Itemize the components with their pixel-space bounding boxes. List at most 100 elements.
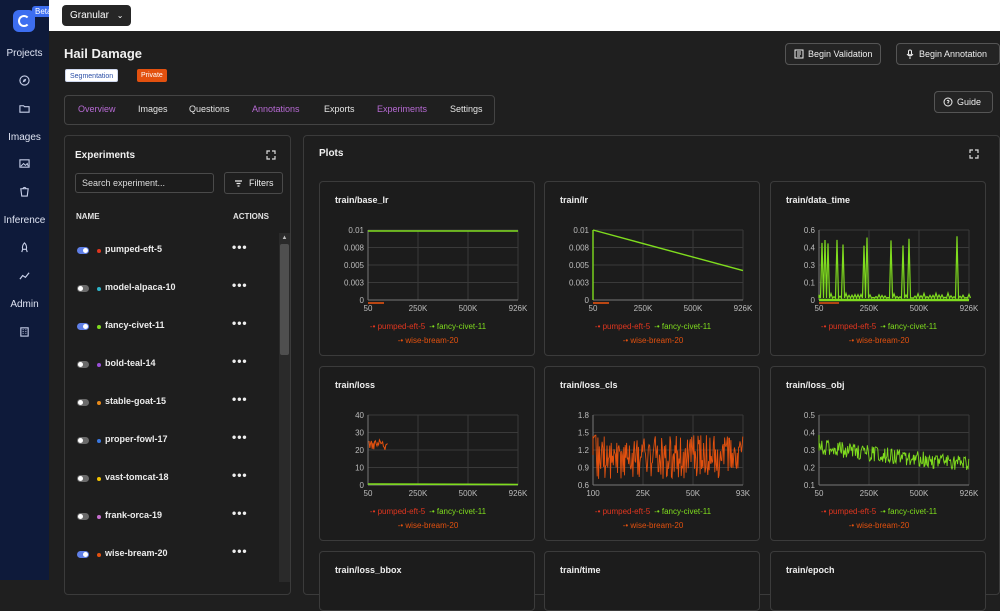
legend-item[interactable]: -• fancy-civet-11 xyxy=(654,507,712,516)
more-actions-icon[interactable]: ••• xyxy=(232,430,248,444)
plot-area[interactable]: 40 30 20 10 050 250K 500K 926K xyxy=(320,397,535,497)
plot-card[interactable]: train/epoch xyxy=(770,551,986,611)
workspace-selector[interactable]: Granular ⌄ xyxy=(62,5,132,26)
experiment-name[interactable]: proper-fowl-17 xyxy=(105,434,168,444)
plot-card[interactable]: train/loss_bbox xyxy=(319,551,535,611)
legend-item[interactable]: -• wise-bream-20 xyxy=(848,521,910,530)
trend-icon[interactable] xyxy=(19,270,30,281)
app-logo[interactable] xyxy=(13,10,35,32)
image-icon[interactable] xyxy=(19,158,30,169)
experiment-row[interactable]: stable-goat-15 ••• xyxy=(75,392,275,412)
more-actions-icon[interactable]: ••• xyxy=(232,544,248,558)
legend-item[interactable]: -• pumped-eft-5 xyxy=(369,322,426,331)
tab-annotations[interactable]: Annotations xyxy=(252,104,300,114)
column-header-name[interactable]: NAME xyxy=(76,212,100,221)
more-actions-icon[interactable]: ••• xyxy=(232,316,248,330)
legend-item[interactable]: -• fancy-civet-11 xyxy=(429,322,487,331)
visibility-toggle[interactable] xyxy=(77,513,89,520)
rail-label-admin[interactable]: Admin xyxy=(10,299,39,310)
more-actions-icon[interactable]: ••• xyxy=(232,354,248,368)
fullscreen-icon[interactable] xyxy=(969,149,979,159)
experiment-row[interactable]: bold-teal-14 ••• xyxy=(75,354,275,374)
experiment-name[interactable]: stable-goat-15 xyxy=(105,396,167,406)
fullscreen-icon[interactable] xyxy=(266,150,276,160)
rail-label-projects[interactable]: Projects xyxy=(6,48,43,59)
legend-item[interactable]: -• fancy-civet-11 xyxy=(880,322,938,331)
plot-card[interactable]: train/loss_cls 1.8 1.5 1.2 0.9 0.6 100 25K 50K 93… xyxy=(544,366,760,541)
visibility-toggle[interactable] xyxy=(77,247,89,254)
building-icon[interactable] xyxy=(19,326,30,337)
filters-button[interactable]: Filters xyxy=(224,172,283,194)
legend-item[interactable]: -• wise-bream-20 xyxy=(397,521,459,530)
legend-item[interactable]: -• fancy-civet-11 xyxy=(654,322,712,331)
experiment-name[interactable]: pumped-eft-5 xyxy=(105,244,162,254)
visibility-toggle[interactable] xyxy=(77,399,89,406)
legend-item[interactable]: -• fancy-civet-11 xyxy=(429,507,487,516)
visibility-toggle[interactable] xyxy=(77,285,89,292)
more-actions-icon[interactable]: ••• xyxy=(232,240,248,254)
search-experiment-input[interactable]: Search experiment... xyxy=(75,173,214,193)
experiment-name[interactable]: vast-tomcat-18 xyxy=(105,472,169,482)
experiment-name[interactable]: frank-orca-19 xyxy=(105,510,163,520)
tab-settings[interactable]: Settings xyxy=(450,104,483,114)
plot-card[interactable]: train/time xyxy=(544,551,760,611)
experiments-scrollbar[interactable] xyxy=(279,233,290,582)
more-actions-icon[interactable]: ••• xyxy=(232,392,248,406)
scroll-up-icon[interactable]: ▲ xyxy=(281,235,288,241)
experiment-row[interactable]: proper-fowl-17 ••• xyxy=(75,430,275,450)
experiment-name[interactable]: bold-teal-14 xyxy=(105,358,156,368)
experiment-name[interactable]: fancy-civet-11 xyxy=(105,320,165,330)
legend-item[interactable]: -• pumped-eft-5 xyxy=(820,507,877,516)
visibility-toggle[interactable] xyxy=(77,475,89,482)
rocket-icon[interactable] xyxy=(19,242,30,253)
visibility-toggle[interactable] xyxy=(77,361,89,368)
tab-experiments[interactable]: Experiments xyxy=(377,104,428,114)
tab-exports[interactable]: Exports xyxy=(324,104,355,114)
plot-area[interactable]: 0.01 0.008 0.005 0.003 050 250K 500K 926K xyxy=(320,212,535,312)
begin-annotation-button[interactable]: Begin Annotation xyxy=(896,43,1000,65)
visibility-toggle[interactable] xyxy=(77,551,89,558)
legend-item[interactable]: -• fancy-civet-11 xyxy=(880,507,938,516)
scrollbar-thumb[interactable] xyxy=(280,244,289,355)
legend-item[interactable]: -• pumped-eft-5 xyxy=(369,507,426,516)
folder-icon[interactable] xyxy=(19,103,30,114)
legend-item[interactable]: -• pumped-eft-5 xyxy=(594,507,651,516)
plot-card[interactable]: train/loss 40 30 20 10 0 50 250K 500K 926K -• pump… xyxy=(319,366,535,541)
more-actions-icon[interactable]: ••• xyxy=(232,468,248,482)
visibility-toggle[interactable] xyxy=(77,323,89,330)
visibility-toggle[interactable] xyxy=(77,437,89,444)
legend-item[interactable]: -• wise-bream-20 xyxy=(397,336,459,345)
experiment-row[interactable]: frank-orca-19 ••• xyxy=(75,506,275,526)
plot-area[interactable]: 0.5 0.4 0.3 0.2 0.150 250K 500K 926K xyxy=(771,397,986,497)
experiment-name[interactable]: wise-bream-20 xyxy=(105,548,168,558)
plot-card[interactable]: train/loss_obj 0.5 0.4 0.3 0.2 0.1 50 250K 500K 9… xyxy=(770,366,986,541)
plot-area[interactable]: 0.01 0.008 0.005 0.003 050 250K 500K 926K xyxy=(545,212,760,312)
compass-icon[interactable] xyxy=(19,75,30,86)
experiment-name[interactable]: model-alpaca-10 xyxy=(105,282,176,292)
tab-overview[interactable]: Overview xyxy=(78,104,116,114)
bucket-icon[interactable] xyxy=(19,186,30,197)
tab-images[interactable]: Images xyxy=(138,104,168,114)
tab-questions[interactable]: Questions xyxy=(189,104,230,114)
legend-item[interactable]: -• wise-bream-20 xyxy=(848,336,910,345)
plot-card[interactable]: train/base_lr 0.01 0.008 0.005 0.003 0 50 250K 5… xyxy=(319,181,535,356)
more-actions-icon[interactable]: ••• xyxy=(232,278,248,292)
rail-label-images[interactable]: Images xyxy=(8,132,41,143)
plot-card[interactable]: train/lr 0.01 0.008 0.005 0.003 0 50 250K 500K 92… xyxy=(544,181,760,356)
experiment-row[interactable]: pumped-eft-5 ••• xyxy=(75,240,275,260)
guide-button[interactable]: Guide xyxy=(934,91,993,113)
legend-item[interactable]: -• wise-bream-20 xyxy=(622,521,684,530)
legend-item[interactable]: -• pumped-eft-5 xyxy=(594,322,651,331)
legend-item[interactable]: -• wise-bream-20 xyxy=(622,336,684,345)
plot-area[interactable]: 0.6 0.4 0.3 0.1 050 250K 500K 926K xyxy=(771,212,986,312)
experiment-row[interactable]: wise-bream-20 ••• xyxy=(75,544,275,564)
experiment-row[interactable]: vast-tomcat-18 ••• xyxy=(75,468,275,488)
experiment-row[interactable]: model-alpaca-10 ••• xyxy=(75,278,275,298)
more-actions-icon[interactable]: ••• xyxy=(232,506,248,520)
legend-item[interactable]: -• pumped-eft-5 xyxy=(820,322,877,331)
begin-validation-button[interactable]: Begin Validation xyxy=(785,43,882,65)
experiment-row[interactable]: fancy-civet-11 ••• xyxy=(75,316,275,336)
plot-card[interactable]: train/data_time 0.6 0.4 0.3 0.1 0 50 250K 500K 92… xyxy=(770,181,986,356)
rail-label-inference[interactable]: Inference xyxy=(3,215,46,226)
